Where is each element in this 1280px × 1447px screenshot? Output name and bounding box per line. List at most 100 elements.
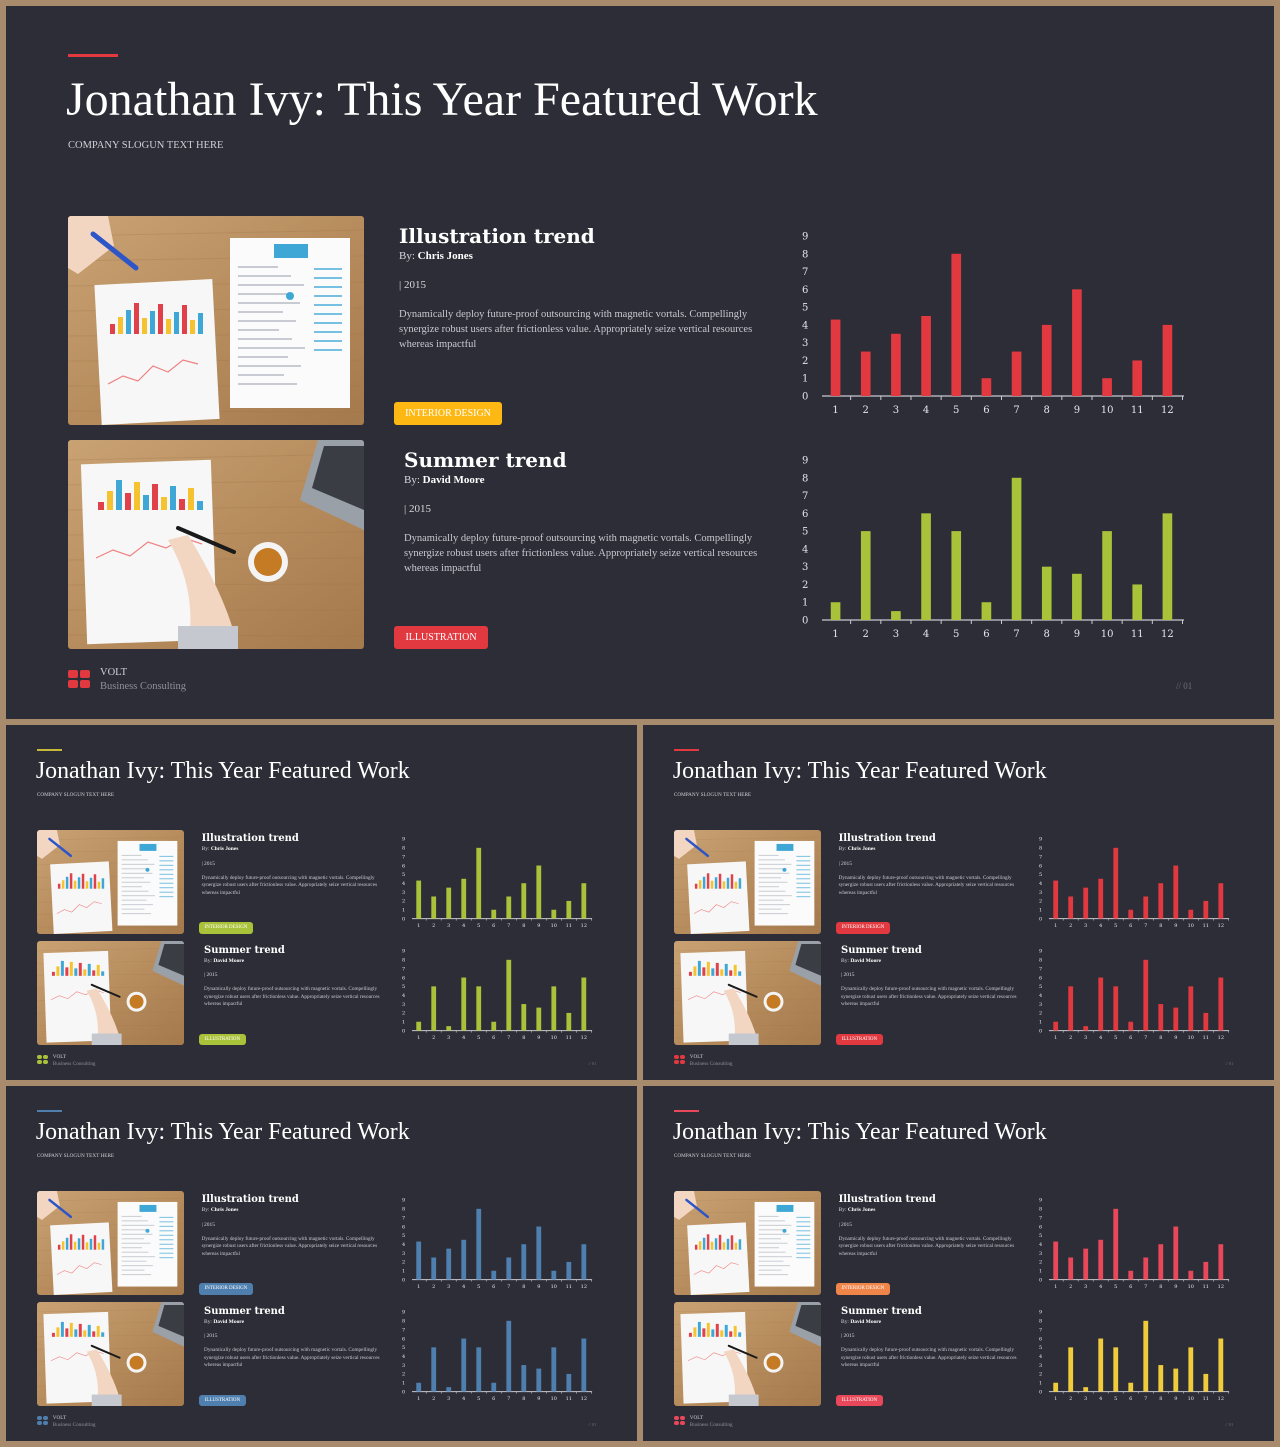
y-tick-label: 1 [402, 1380, 405, 1386]
x-tick-label: 10 [1188, 1035, 1194, 1041]
x-tick-label: 12 [1218, 1285, 1224, 1291]
x-tick-label: 7 [1144, 1035, 1147, 1041]
y-tick-label: 1 [1039, 908, 1042, 914]
x-tick-label: 7 [507, 1285, 510, 1291]
author-name: David Moore [850, 957, 882, 964]
y-tick-label: 3 [1039, 1251, 1042, 1257]
y-tick-label: 8 [1039, 1319, 1042, 1325]
y-tick-label: 0 [802, 392, 808, 403]
bar-12 [1162, 513, 1173, 620]
y-tick-label: 0 [1039, 917, 1042, 923]
x-tick-label: 12 [1161, 629, 1174, 640]
project-description: Dynamically deploy future-proof outsourc… [838, 1235, 1015, 1257]
x-tick-label: 5 [477, 1396, 480, 1402]
project-photo [68, 216, 364, 425]
y-tick-label: 2 [402, 899, 405, 905]
y-tick-label: 7 [1039, 1216, 1042, 1222]
author-name: Chris Jones [847, 846, 876, 853]
interior-design-tag[interactable]: INTERIOR DESIGN [836, 922, 890, 934]
bar-2 [431, 1257, 437, 1281]
x-tick-label: 5 [1114, 1285, 1117, 1291]
y-tick-label: 7 [1039, 855, 1042, 861]
page-number: // 01 [1225, 1421, 1234, 1427]
author-prefix: By: [201, 846, 210, 853]
interior-design-tag[interactable]: INTERIOR DESIGN [199, 1283, 253, 1295]
x-tick-label: 8 [1159, 1396, 1162, 1402]
interior-design-tag[interactable]: INTERIOR DESIGN [394, 402, 502, 425]
illustration-tag[interactable]: ILLUSTRATION [836, 1394, 883, 1406]
bar-7 [506, 896, 512, 920]
bar-7 [506, 959, 512, 1031]
x-tick-label: 10 [551, 1396, 557, 1402]
illustration-tag[interactable]: ILLUSTRATION [199, 1394, 246, 1406]
y-tick-label: 6 [402, 975, 405, 981]
y-tick-label: 8 [802, 249, 808, 260]
y-tick-label: 0 [1039, 1028, 1042, 1034]
y-tick-label: 9 [1039, 837, 1042, 843]
page-number: // 01 [1176, 681, 1193, 691]
project-year: | 2015 [204, 972, 218, 979]
logo-square-icon [68, 680, 78, 688]
bar-6 [981, 378, 992, 396]
bar-11 [566, 1262, 572, 1281]
x-tick-label: 6 [492, 1035, 495, 1041]
illustration-tag[interactable]: ILLUSTRATION [836, 1033, 883, 1045]
logo-square-icon [673, 1421, 679, 1426]
x-tick-label: 4 [923, 405, 929, 416]
bar-4 [921, 513, 931, 620]
y-tick-label: 2 [402, 1260, 405, 1266]
bar-2 [431, 896, 437, 920]
brand-subtitle: Business Consulting [689, 1421, 733, 1428]
interior-design-tag[interactable]: INTERIOR DESIGN [836, 1283, 890, 1295]
x-tick-label: 7 [1144, 924, 1147, 930]
bar-9 [1173, 865, 1179, 920]
bar-12 [1218, 1244, 1224, 1281]
x-tick-label: 3 [893, 629, 899, 640]
volt-logo: VOLT Business Consulting [673, 1415, 744, 1431]
bar-4 [921, 316, 931, 396]
x-tick-label: 4 [1099, 1035, 1102, 1041]
bar-5 [951, 531, 962, 620]
hand-drawing-photo [673, 1301, 822, 1406]
slide-2: Jonathan Ivy: This Year Featured Work COM… [6, 725, 637, 1080]
project-description: Dynamically deploy future-proof outsourc… [201, 874, 378, 896]
x-tick-label: 7 [1013, 405, 1019, 416]
bar-10 [551, 1271, 557, 1281]
project-title: Illustration trend [201, 1194, 299, 1206]
x-tick-label: 11 [566, 924, 572, 930]
x-tick-label: 5 [953, 629, 959, 640]
author-name: Chris Jones [847, 1207, 876, 1214]
bar-9 [536, 865, 542, 920]
brand-subtitle: Business Consulting [100, 681, 187, 692]
bar-4 [461, 977, 467, 1031]
x-tick-label: 7 [507, 924, 510, 930]
desk-papers-photo [36, 829, 185, 934]
x-tick-label: 11 [566, 1285, 572, 1291]
project-photo [673, 829, 822, 934]
slide-4: Jonathan Ivy: This Year Featured Work COM… [6, 1086, 637, 1441]
project-author: By: David Moore [204, 958, 244, 964]
bar-9 [1173, 1007, 1179, 1031]
bar-11 [1132, 584, 1143, 620]
y-tick-label: 1 [802, 598, 808, 609]
project-author: By: David Moore [204, 1319, 244, 1325]
x-tick-label: 11 [566, 1035, 572, 1041]
slide-5: Jonathan Ivy: This Year Featured Work COM… [643, 1086, 1274, 1441]
bar-3 [1083, 1249, 1089, 1281]
interior-design-tag[interactable]: INTERIOR DESIGN [199, 922, 253, 934]
illustration-tag[interactable]: ILLUSTRATION [199, 1033, 246, 1045]
bar-7 [1143, 1320, 1149, 1392]
logo-square-icon [42, 1060, 48, 1065]
y-tick-label: 6 [802, 285, 808, 296]
y-tick-label: 7 [402, 1216, 405, 1222]
y-tick-label: 8 [402, 1207, 405, 1213]
bar-6 [1128, 1271, 1134, 1281]
bar-10 [1188, 1271, 1194, 1281]
x-tick-label: 3 [447, 1285, 450, 1291]
y-tick-label: 8 [1039, 1207, 1042, 1213]
y-tick-label: 0 [802, 616, 808, 627]
author-name: David Moore [850, 1318, 882, 1325]
illustration-tag[interactable]: ILLUSTRATION [394, 626, 488, 649]
